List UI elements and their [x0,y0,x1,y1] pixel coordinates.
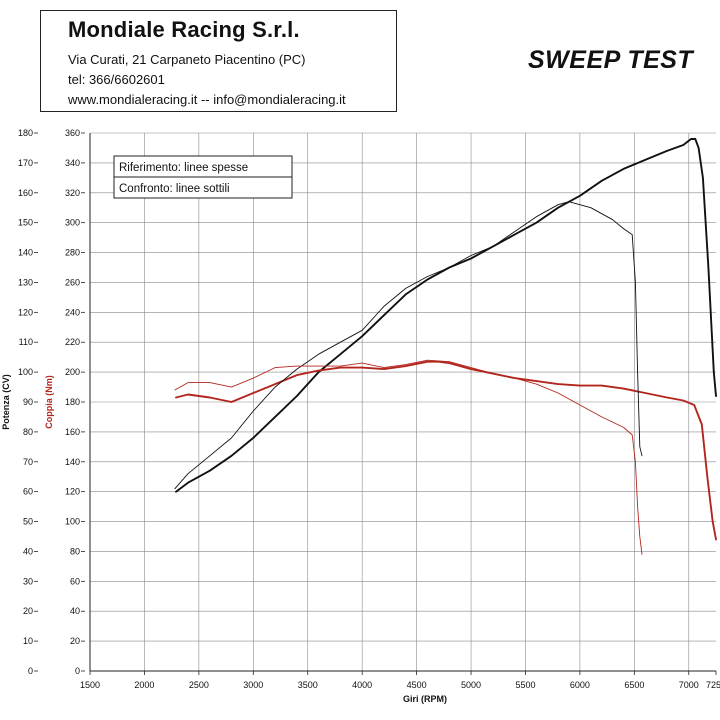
torque-curve-thick [175,360,717,541]
company-phone: tel: 366/6602601 [68,72,165,87]
x-tick-label: 4000 [352,680,372,690]
power-tick-label: 170 [18,158,33,168]
torque-axis-title: Coppia (Nm) [44,375,54,429]
power-tick-label: 40 [23,546,33,556]
torque-tick-label: 20 [70,636,80,646]
x-axis-title: Giri (RPM) [403,694,447,704]
legend-entry-comparison: Confronto: linee sottili [119,183,230,195]
torque-tick-label: 240 [65,307,80,317]
torque-tick-label: 140 [65,457,80,467]
x-tick-label: 2500 [189,680,209,690]
x-tick-label: 7000 [679,680,699,690]
power-tick-label: 150 [18,218,33,228]
power-tick-label: 90 [23,397,33,407]
chart-title: SWEEP TEST [528,46,694,74]
power-tick-label: 0 [28,666,33,676]
company-header-box: Mondiale Racing S.r.l. Via Curati, 21 Ca… [40,10,397,112]
power-curve-thick [175,138,717,493]
power-tick-label: 80 [23,427,33,437]
power-tick-label: 50 [23,517,33,527]
legend-entry-reference: Riferimento: linee spesse [119,162,248,174]
x-tick-label: 2000 [134,680,154,690]
x-tick-label: 1500 [80,680,100,690]
torque-tick-label: 180 [65,397,80,407]
power-tick-label: 130 [18,277,33,287]
x-tick-label: 3000 [243,680,263,690]
torque-tick-label: 100 [65,517,80,527]
x-tick-label: 6000 [570,680,590,690]
torque-curve-thin [174,359,643,555]
legend: Riferimento: linee spesse Confronto: lin… [113,155,293,199]
power-tick-label: 110 [19,337,33,347]
company-name: Mondiale Racing S.r.l. [68,17,300,42]
torque-tick-label: 40 [70,606,80,616]
power-tick-label: 160 [18,188,33,198]
power-curve-thin [174,201,643,490]
torque-tick-label: 80 [70,546,80,556]
power-tick-label: 10 [23,636,33,646]
torque-tick-label: 260 [65,277,80,287]
x-tick-label: 3500 [298,680,318,690]
power-tick-label: 70 [23,457,33,467]
power-tick-label: 120 [18,307,33,317]
torque-tick-label: 120 [65,487,80,497]
company-web: www.mondialeracing.it -- info@mondialera… [68,92,346,107]
data-series [174,138,717,555]
torque-tick-label: 320 [65,188,80,198]
power-tick-label: 30 [23,576,33,586]
torque-tick-label: 300 [65,218,80,228]
torque-tick-label: 200 [65,367,80,377]
torque-tick-label: 0 [75,666,80,676]
torque-tick-label: 220 [65,337,80,347]
company-address: Via Curati, 21 Carpaneto Piacentino (PC) [68,52,306,67]
power-tick-label: 100 [18,367,33,377]
torque-tick-label: 160 [65,427,80,437]
power-tick-label: 60 [23,487,33,497]
x-tick-label: 5500 [515,680,535,690]
grid [89,132,716,672]
power-tick-label: 180 [18,128,33,138]
torque-tick-label: 280 [65,248,80,258]
x-tick-label: 5000 [461,680,481,690]
power-axis-title: Potenza (CV) [1,374,11,430]
power-tick-label: 140 [18,248,33,258]
torque-tick-label: 360 [65,128,80,138]
x-tick-label: 6500 [624,680,644,690]
x-tick-label: 4500 [407,680,427,690]
power-tick-label: 20 [23,606,33,616]
torque-tick-label: 60 [70,576,80,586]
torque-tick-label: 340 [65,158,80,168]
axes: 1500 2000 2500 3000 3500 4000 4500 5000 5500 6000… [18,128,720,690]
